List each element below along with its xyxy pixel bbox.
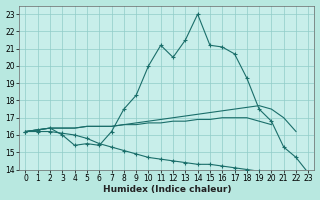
X-axis label: Humidex (Indice chaleur): Humidex (Indice chaleur) [103,185,231,194]
